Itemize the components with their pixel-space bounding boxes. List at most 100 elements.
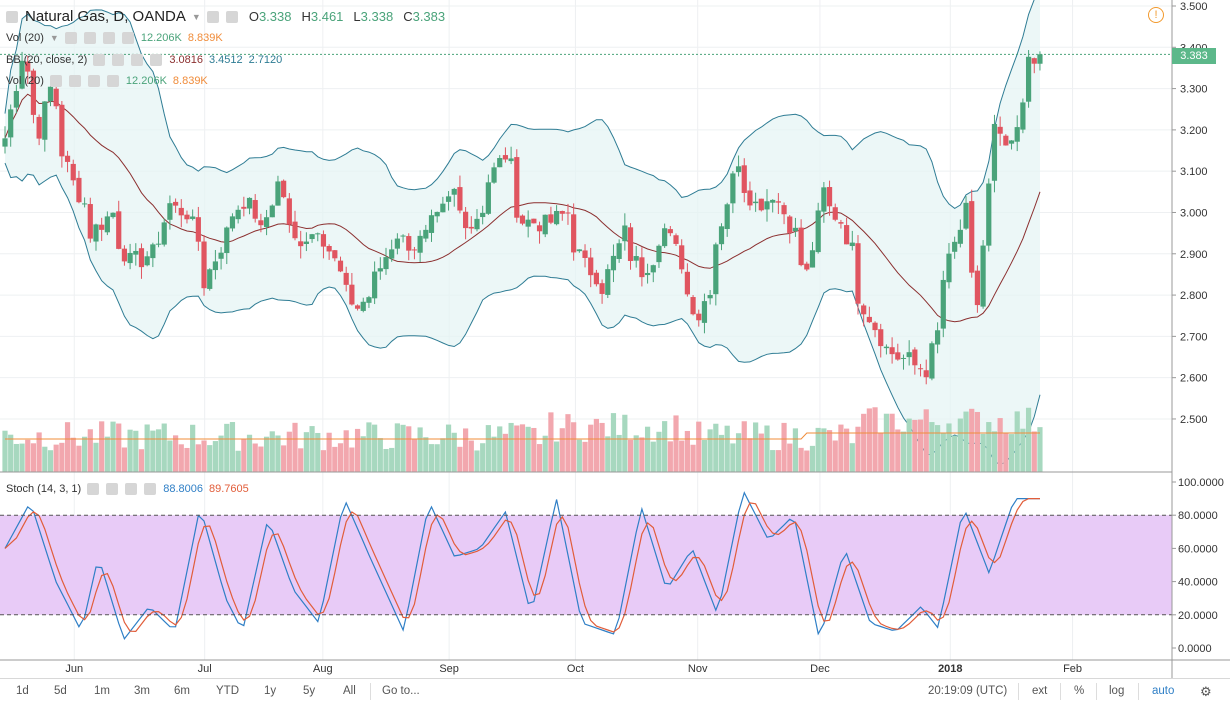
volume-bar bbox=[861, 413, 867, 472]
settings-icon[interactable] bbox=[68, 75, 81, 87]
eye-icon[interactable] bbox=[49, 75, 62, 87]
candle-body bbox=[747, 190, 753, 206]
candle-body bbox=[536, 225, 543, 232]
volume-bar bbox=[923, 409, 929, 472]
volume-legend-label[interactable]: Vol (20) bbox=[6, 32, 44, 44]
candle-body bbox=[986, 183, 992, 246]
range-ytd[interactable]: YTD bbox=[216, 685, 239, 697]
volume-bar bbox=[138, 449, 145, 472]
settings-icon[interactable] bbox=[112, 54, 125, 66]
volume-bar bbox=[252, 443, 258, 472]
candle-body bbox=[218, 252, 224, 259]
volume-bar bbox=[627, 439, 634, 472]
alert-icon[interactable]: ! bbox=[1148, 7, 1164, 23]
range-1d[interactable]: 1d bbox=[16, 685, 29, 697]
price-tick-label: 3.200 bbox=[1180, 125, 1208, 137]
range-1y[interactable]: 1y bbox=[264, 685, 277, 697]
candle-body bbox=[303, 241, 309, 244]
chevron-down-icon[interactable]: ▼ bbox=[191, 11, 201, 22]
stoch-legend-label[interactable]: Stoch (14, 3, 1) bbox=[6, 483, 82, 495]
candle-body bbox=[463, 211, 469, 229]
volume-bar bbox=[826, 430, 833, 472]
eye-icon[interactable] bbox=[87, 483, 100, 495]
close-icon[interactable] bbox=[144, 483, 157, 495]
settings-icon[interactable] bbox=[225, 10, 238, 23]
candle-body bbox=[883, 346, 890, 349]
eye-icon[interactable] bbox=[93, 54, 106, 66]
volume-bar bbox=[548, 412, 554, 472]
candle-body bbox=[525, 219, 531, 227]
volume-bar bbox=[127, 429, 133, 472]
candle-body bbox=[815, 210, 821, 253]
candle-body bbox=[616, 243, 622, 259]
bb-lower-line bbox=[4, 162, 1041, 466]
settings-icon[interactable]: ⚙ bbox=[1200, 684, 1212, 699]
volume-bar bbox=[809, 445, 816, 472]
range-5d[interactable]: 5d bbox=[54, 685, 67, 697]
price-tick-label: 2.900 bbox=[1180, 249, 1208, 261]
candle-body bbox=[343, 272, 349, 285]
add-icon[interactable] bbox=[102, 32, 115, 44]
range-3m[interactable]: 3m bbox=[134, 685, 150, 697]
volume-bar bbox=[684, 430, 690, 472]
range-5y[interactable]: 5y bbox=[303, 685, 316, 697]
candle-body bbox=[849, 242, 855, 247]
volume-bar bbox=[792, 428, 799, 472]
volume-bar bbox=[457, 446, 463, 472]
close-icon[interactable] bbox=[106, 75, 119, 87]
range-all[interactable]: All bbox=[343, 685, 356, 697]
volume-bar bbox=[19, 443, 25, 472]
volume-legend: Vol (20) ▼ 12.206K 8.839K bbox=[6, 32, 223, 44]
add-icon[interactable] bbox=[131, 54, 144, 66]
volume-bar bbox=[679, 440, 685, 472]
range-1m[interactable]: 1m bbox=[94, 685, 110, 697]
candle-body bbox=[172, 201, 179, 206]
volume-bar bbox=[536, 444, 543, 472]
candle-body bbox=[758, 198, 764, 211]
range-6m[interactable]: 6m bbox=[174, 685, 190, 697]
candle-body bbox=[963, 202, 969, 229]
symbol-title[interactable]: Natural Gas, D, OANDA bbox=[25, 8, 186, 25]
add-icon[interactable] bbox=[125, 483, 138, 495]
volume-bar bbox=[70, 437, 76, 472]
candle-body bbox=[519, 215, 526, 224]
clock-time[interactable]: 20:19:09 (UTC) bbox=[928, 685, 1008, 697]
close-icon[interactable] bbox=[150, 54, 163, 66]
bollinger-bands bbox=[4, 0, 1041, 466]
candle-body bbox=[127, 252, 133, 264]
eye-icon[interactable] bbox=[206, 10, 219, 23]
candle-body bbox=[326, 246, 332, 252]
stoch-k-value: 88.8006 bbox=[163, 483, 203, 495]
candle-body bbox=[821, 187, 827, 212]
candle-body bbox=[184, 214, 190, 220]
volume2-legend-label[interactable]: Vol (20) bbox=[6, 75, 44, 87]
volume-bar bbox=[707, 429, 713, 472]
volume-bar bbox=[582, 441, 588, 472]
candle-body bbox=[59, 104, 65, 157]
candle-body bbox=[895, 352, 901, 360]
collapse-icon[interactable] bbox=[6, 10, 18, 23]
log-toggle[interactable]: log bbox=[1109, 685, 1125, 697]
close-icon[interactable] bbox=[121, 32, 134, 44]
stoch-tick-label: 40.0000 bbox=[1178, 577, 1218, 589]
percent-toggle[interactable]: % bbox=[1074, 685, 1085, 697]
volume-bar bbox=[514, 425, 520, 472]
goto-button[interactable]: Go to... bbox=[382, 685, 420, 697]
volume-bar bbox=[485, 425, 491, 472]
settings-icon[interactable] bbox=[106, 483, 119, 495]
time-tick-label: 2018 bbox=[938, 663, 962, 675]
candle-body bbox=[133, 250, 139, 255]
ext-toggle[interactable]: ext bbox=[1032, 685, 1048, 697]
candle-body bbox=[19, 60, 25, 89]
candle-body bbox=[838, 222, 844, 224]
settings-icon[interactable] bbox=[83, 32, 96, 44]
bb-legend-label[interactable]: BB (20, close, 2) bbox=[6, 54, 88, 66]
divider bbox=[1018, 683, 1019, 700]
add-icon[interactable] bbox=[87, 75, 100, 87]
eye-icon[interactable] bbox=[64, 32, 77, 44]
chevron-down-icon[interactable]: ▼ bbox=[49, 33, 59, 43]
auto-toggle[interactable]: auto bbox=[1152, 685, 1175, 697]
candle-body bbox=[559, 211, 565, 214]
volume-bar bbox=[872, 407, 878, 472]
volume-bar bbox=[36, 432, 42, 472]
